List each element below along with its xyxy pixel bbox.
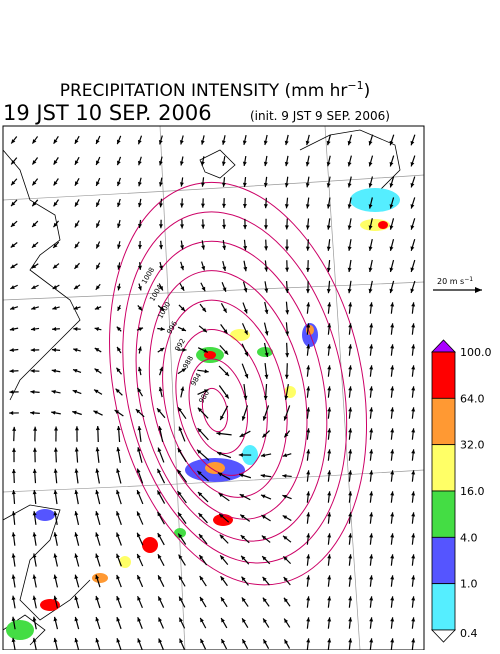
rain-cell — [142, 537, 158, 553]
rain-cell — [205, 462, 225, 474]
init-time: (init. 9 JST 9 SEP. 2006) — [250, 109, 390, 123]
scale-arrowhead — [475, 287, 482, 293]
colorbar: 100.0 64.0 32.0 16.0 4.0 1.0 0.4 — [432, 340, 492, 642]
rain-cell — [35, 509, 55, 521]
title-text: PRECIPITATION INTENSITY (mm hr — [60, 81, 348, 101]
colorbar-label: 1.0 — [460, 578, 478, 591]
colorbar-segment — [432, 491, 455, 537]
colorbar-segment — [432, 584, 455, 630]
scale-label: 20 m s−1 — [437, 276, 473, 286]
colorbar-label: 100.0 — [460, 346, 492, 359]
colorbar-label: 32.0 — [460, 439, 485, 452]
title: PRECIPITATION INTENSITY (mm hr−1) — [60, 79, 371, 101]
colorbar-label: 16.0 — [460, 485, 485, 498]
colorbar-under — [432, 630, 455, 642]
rain-cell — [92, 573, 108, 583]
valid-time: 19 JST 10 SEP. 2006 — [3, 101, 212, 125]
colorbar-segment — [432, 398, 455, 444]
map — [3, 126, 424, 650]
title-close: ) — [364, 81, 371, 101]
colorbar-label: 0.4 — [460, 627, 478, 640]
title-exponent: −1 — [347, 79, 363, 92]
rain-cell — [6, 620, 34, 640]
colorbar-label: 4.0 — [460, 531, 478, 544]
scale-text: 20 m s — [437, 277, 464, 286]
colorbar-segment — [432, 445, 455, 491]
scale-exponent: −1 — [464, 276, 473, 283]
colorbar-segment — [432, 352, 455, 398]
colorbar-segment — [432, 537, 455, 583]
colorbar-over — [432, 340, 455, 352]
colorbar-label: 64.0 — [460, 392, 485, 405]
rain-cell — [378, 221, 388, 229]
rain-cell — [213, 514, 233, 526]
